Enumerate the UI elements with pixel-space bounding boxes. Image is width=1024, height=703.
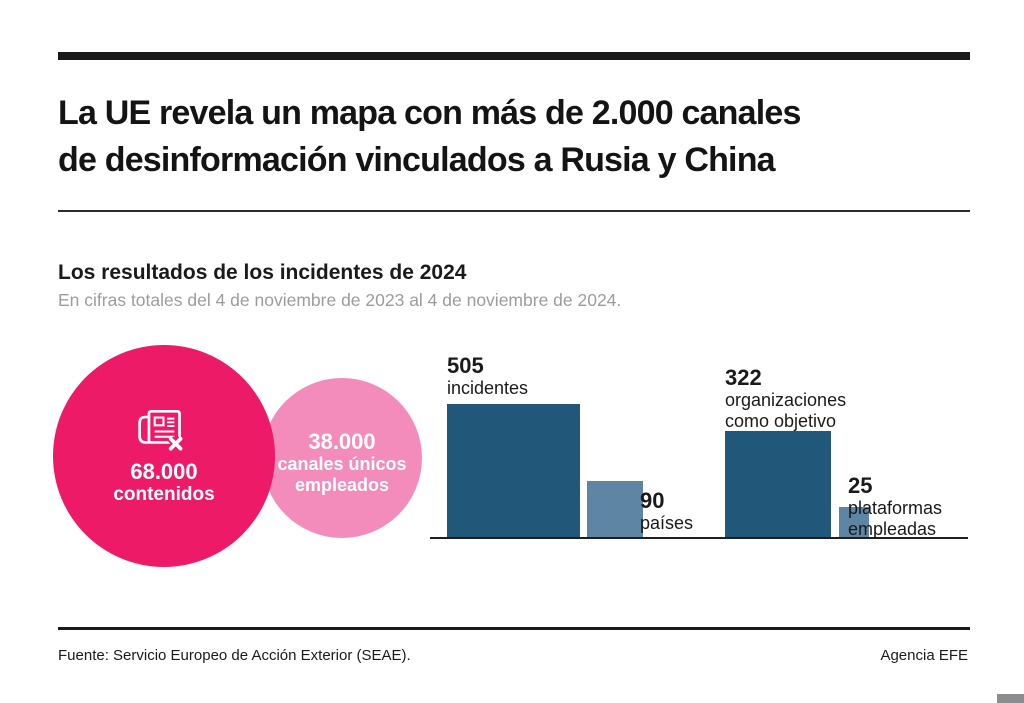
title-divider — [58, 210, 970, 212]
scrollbar-corner[interactable] — [997, 694, 1024, 703]
newspaper-x-icon — [138, 409, 184, 452]
label-organizaciones: 322 organizaciones como objetivo — [725, 366, 861, 432]
agency-credit: Agencia EFE — [880, 647, 968, 664]
label-organizaciones-text: organizaciones como objetivo — [725, 390, 847, 431]
bubble-canales-label: canales únicos empleados — [277, 454, 407, 495]
bubble-contenidos-value: 68.000 — [130, 459, 198, 484]
page-title: La UE revela un mapa con más de 2.000 ca… — [58, 90, 998, 184]
chart-baseline — [430, 537, 968, 539]
label-organizaciones-value: 322 — [725, 365, 762, 390]
label-plataformas-value: 25 — [848, 473, 873, 498]
label-paises-value: 90 — [640, 488, 665, 513]
section-heading: Los resultados de los incidentes de 2024 — [58, 261, 467, 284]
label-plataformas: 25 plataformas empleadas — [848, 474, 956, 540]
source-text: Fuente: Servicio Europeo de Acción Exter… — [58, 647, 411, 664]
section-subtitle: En cifras totales del 4 de noviembre de … — [58, 290, 622, 310]
page-title-line2: de desinformación vinculados a Rusia y C… — [58, 141, 776, 179]
label-incidentes-text: incidentes — [447, 378, 529, 398]
squares-chart — [430, 400, 968, 537]
square-incidentes — [447, 404, 580, 537]
label-incidentes-value: 505 — [447, 353, 484, 378]
bubble-contenidos: 68.000 contenidos — [53, 345, 275, 567]
square-plataformas — [839, 507, 869, 537]
square-organizaciones — [725, 431, 831, 537]
label-paises-text: países — [640, 513, 694, 533]
bubble-contenidos-label: contenidos — [113, 484, 215, 505]
square-paises — [587, 481, 643, 537]
label-plataformas-text: plataformas empleadas — [848, 498, 943, 539]
page-title-line1: La UE revela un mapa con más de 2.000 ca… — [58, 94, 801, 132]
label-paises: 90 países — [640, 489, 730, 534]
footer-divider — [58, 627, 970, 630]
bubble-canales: 38.000 canales únicos empleados — [262, 378, 422, 538]
bubble-canales-value: 38.000 — [308, 429, 376, 454]
label-incidentes: 505 incidentes — [447, 354, 597, 399]
top-rule — [58, 52, 970, 60]
